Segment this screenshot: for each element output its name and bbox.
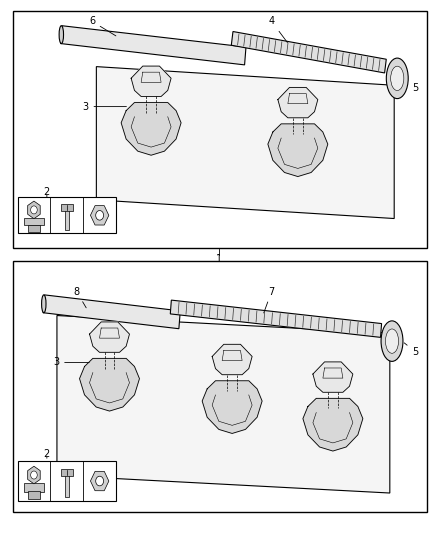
Polygon shape xyxy=(121,102,181,155)
Bar xyxy=(24,483,44,492)
Bar xyxy=(61,469,73,477)
Text: 3: 3 xyxy=(82,102,127,111)
Polygon shape xyxy=(60,26,246,65)
Polygon shape xyxy=(80,358,139,411)
Bar xyxy=(28,491,40,499)
Bar xyxy=(65,475,69,497)
Text: 1: 1 xyxy=(216,254,222,264)
Polygon shape xyxy=(268,124,328,176)
Ellipse shape xyxy=(386,58,408,99)
Bar xyxy=(13,11,427,248)
Polygon shape xyxy=(313,362,353,392)
Polygon shape xyxy=(96,67,394,219)
Text: 6: 6 xyxy=(89,17,116,36)
Text: 2: 2 xyxy=(44,187,50,197)
Bar xyxy=(24,217,44,225)
Ellipse shape xyxy=(381,321,403,361)
Text: 2: 2 xyxy=(44,449,50,459)
Text: 4: 4 xyxy=(268,17,287,43)
Text: 8: 8 xyxy=(74,287,86,308)
Polygon shape xyxy=(170,300,381,337)
Ellipse shape xyxy=(42,295,46,313)
Polygon shape xyxy=(303,398,363,451)
Circle shape xyxy=(96,477,103,486)
Bar xyxy=(18,197,116,233)
Text: 7: 7 xyxy=(264,287,275,313)
Circle shape xyxy=(96,211,103,220)
Polygon shape xyxy=(202,381,262,433)
Ellipse shape xyxy=(391,66,404,91)
Ellipse shape xyxy=(385,329,399,353)
Ellipse shape xyxy=(59,26,64,44)
Text: 5: 5 xyxy=(407,78,418,93)
Text: 3: 3 xyxy=(53,358,89,367)
Bar xyxy=(18,461,116,501)
Polygon shape xyxy=(131,66,171,96)
Circle shape xyxy=(31,206,37,214)
Circle shape xyxy=(31,471,37,479)
Bar xyxy=(65,210,69,230)
Bar xyxy=(28,225,40,232)
Text: 5: 5 xyxy=(404,343,418,357)
Polygon shape xyxy=(278,87,318,118)
Polygon shape xyxy=(43,295,180,329)
Polygon shape xyxy=(231,31,386,73)
Polygon shape xyxy=(89,322,130,352)
Bar xyxy=(13,261,427,512)
Bar xyxy=(61,205,73,211)
Polygon shape xyxy=(212,344,252,375)
Polygon shape xyxy=(57,316,390,493)
